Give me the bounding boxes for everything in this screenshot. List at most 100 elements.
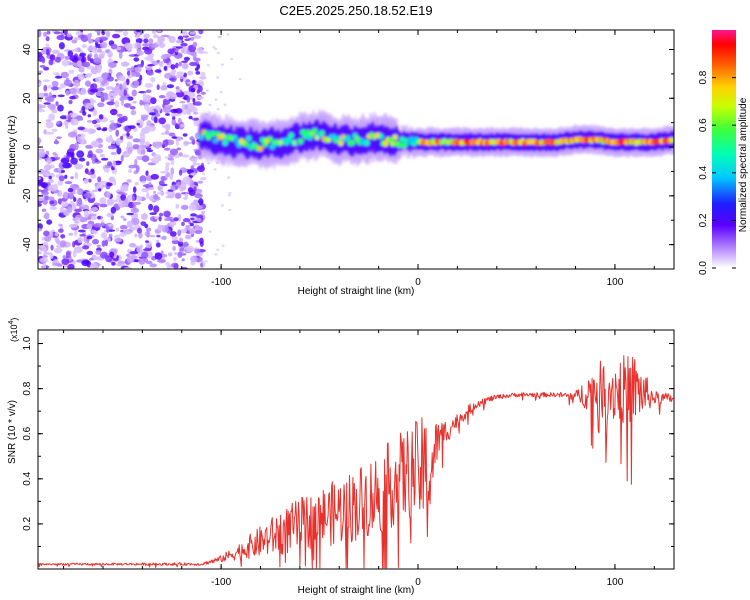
- noise-blob: [86, 235, 93, 240]
- noise-blob: [164, 123, 171, 131]
- noise-blob: [179, 237, 183, 243]
- noise-blob: [182, 62, 188, 69]
- noise-blob: [82, 245, 90, 250]
- noise-blob: [49, 200, 55, 205]
- noise-blob: [141, 213, 148, 221]
- noise-blob: [46, 30, 51, 35]
- noise-blob: [186, 96, 191, 103]
- noise-blob: [43, 230, 50, 237]
- noise-blob: [44, 212, 50, 220]
- noise-blob: [140, 148, 146, 155]
- noise-blob: [73, 197, 77, 202]
- noise-blob: [189, 179, 195, 188]
- noise-blob: [200, 262, 204, 268]
- noise-blob: [69, 87, 77, 95]
- noise-blob: [95, 30, 101, 33]
- noise-blob: [126, 212, 134, 216]
- noise-blob: [131, 195, 135, 202]
- noise-blob: [182, 133, 188, 137]
- noise-blob: [56, 34, 65, 41]
- ridge-core: [364, 140, 370, 146]
- noise-blob: [54, 138, 58, 145]
- noise-blob: [68, 114, 72, 123]
- ridge-core: [257, 145, 264, 152]
- noise-blob: [107, 145, 117, 150]
- noise-blob: [77, 126, 85, 131]
- noise-blob: [145, 240, 149, 243]
- noise-blob: [126, 70, 131, 76]
- noise-blob: [79, 110, 83, 114]
- noise-blob: [119, 203, 127, 208]
- colorbar-tick-label: 0.6: [698, 118, 709, 132]
- noise-blob: [86, 33, 92, 39]
- noise-blob: [74, 142, 79, 151]
- noise-blob: [139, 99, 143, 106]
- noise-blob: [175, 86, 180, 90]
- noise-blob: [89, 53, 93, 58]
- noise-blob: [116, 194, 121, 201]
- svg-text:(x104): (x104): [8, 318, 19, 342]
- noise-blob: [169, 231, 177, 237]
- noise-blob: [53, 183, 59, 191]
- noise-blob: [127, 147, 133, 154]
- noise-blob: [46, 219, 53, 225]
- noise-blob: [79, 52, 86, 57]
- noise-blob: [172, 245, 176, 251]
- noise-blob: [192, 41, 198, 48]
- noise-blob: [93, 124, 101, 128]
- noise-blob: [68, 232, 74, 236]
- noise-blob: [46, 96, 55, 103]
- noise-blob: [158, 180, 165, 186]
- noise-blob: [90, 83, 98, 90]
- noise-blob: [183, 196, 188, 201]
- noise-blob: [132, 201, 142, 205]
- noise-blob: [38, 189, 43, 192]
- noise-blob: [129, 106, 136, 110]
- noise-blob: [105, 30, 111, 38]
- noise-blob: [90, 215, 97, 220]
- noise-blob: [115, 227, 120, 232]
- noise-blob: [175, 89, 181, 93]
- noise-blob: [69, 184, 79, 189]
- noise-blob: [105, 136, 114, 143]
- noise-blob: [41, 57, 46, 64]
- noise-blob: [179, 76, 185, 80]
- noise-blob: [158, 216, 162, 222]
- x-tick-label: 100: [607, 577, 624, 588]
- noise-blob: [199, 75, 207, 80]
- noise-blob: [134, 233, 138, 238]
- spectrogram-panel: -100 0 100 -40 -20 0 20 40 Height of straight l…: [7, 29, 675, 297]
- noise-blob: [194, 132, 199, 140]
- noise-blob: [132, 138, 141, 143]
- noise-speck: [216, 76, 220, 79]
- noise-blob: [121, 61, 130, 67]
- noise-blob: [51, 80, 59, 88]
- noise-blob: [162, 98, 171, 105]
- x-tick-label: -100: [211, 277, 231, 288]
- noise-blob: [51, 86, 59, 91]
- noise-blob: [90, 67, 98, 75]
- noise-blob: [43, 79, 50, 83]
- noise-blob: [152, 30, 157, 35]
- noise-blob: [200, 71, 206, 78]
- noise-speck: [206, 63, 210, 67]
- colorbar-tick-label: 0.4: [698, 165, 709, 179]
- noise-blob: [168, 35, 176, 44]
- noise-blob: [67, 263, 75, 269]
- noise-blob: [76, 150, 85, 158]
- noise-blob: [190, 165, 195, 171]
- noise-blob: [167, 48, 175, 55]
- noise-blob: [64, 123, 69, 129]
- noise-blob: [188, 104, 195, 111]
- noise-blob: [81, 56, 85, 64]
- ridge-core: [288, 132, 295, 139]
- noise-blob: [163, 65, 168, 71]
- noise-blob: [95, 76, 104, 83]
- noise-blob: [76, 198, 83, 206]
- noise-blob: [164, 72, 172, 79]
- noise-blob: [120, 155, 124, 162]
- noise-blob: [112, 257, 119, 262]
- noise-speck: [216, 248, 220, 251]
- noise-blob: [67, 206, 73, 213]
